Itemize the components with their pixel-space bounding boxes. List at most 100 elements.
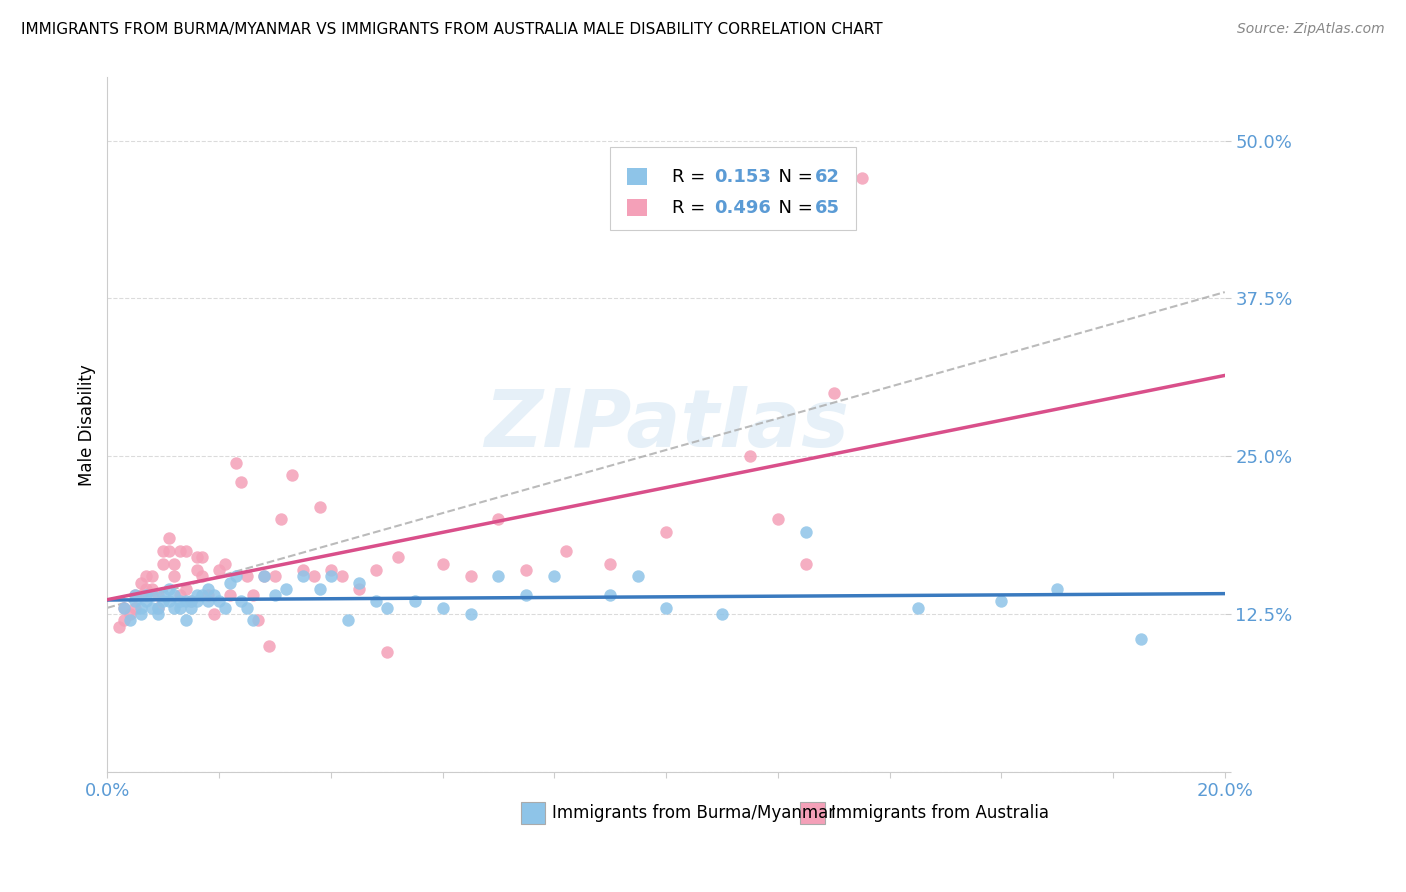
Text: 0.153: 0.153 bbox=[714, 168, 770, 186]
Point bbox=[186, 550, 208, 565]
Point bbox=[387, 550, 409, 565]
Point bbox=[308, 500, 330, 514]
Point bbox=[141, 588, 163, 602]
Point bbox=[186, 594, 208, 608]
Text: IMMIGRANTS FROM BURMA/MYANMAR VS IMMIGRANTS FROM AUSTRALIA MALE DISABILITY CORRE: IMMIGRANTS FROM BURMA/MYANMAR VS IMMIGRA… bbox=[21, 22, 883, 37]
Point bbox=[129, 600, 152, 615]
Point bbox=[364, 563, 387, 577]
Point bbox=[146, 588, 169, 602]
Point bbox=[291, 569, 314, 583]
Text: ZIPatlas: ZIPatlas bbox=[484, 385, 849, 464]
Point bbox=[515, 563, 537, 577]
Point bbox=[186, 588, 208, 602]
Text: Source: ZipAtlas.com: Source: ZipAtlas.com bbox=[1237, 22, 1385, 37]
Point bbox=[281, 468, 304, 483]
Point bbox=[710, 607, 733, 621]
Point bbox=[124, 594, 146, 608]
Point bbox=[851, 171, 873, 186]
Point bbox=[823, 386, 845, 401]
Point bbox=[375, 645, 398, 659]
Point bbox=[191, 588, 214, 602]
Point bbox=[208, 594, 231, 608]
Point bbox=[302, 569, 325, 583]
Point bbox=[152, 557, 174, 571]
Point bbox=[112, 600, 135, 615]
Point bbox=[124, 588, 146, 602]
Point bbox=[319, 563, 342, 577]
Bar bbox=[627, 168, 647, 186]
Point bbox=[655, 524, 678, 539]
Point bbox=[225, 569, 247, 583]
Point bbox=[627, 569, 650, 583]
Point bbox=[191, 569, 214, 583]
Point bbox=[276, 582, 298, 596]
Point bbox=[488, 512, 510, 526]
Point bbox=[219, 588, 242, 602]
Point bbox=[129, 588, 152, 602]
Point bbox=[174, 594, 197, 608]
Point bbox=[308, 582, 330, 596]
Point bbox=[766, 512, 789, 526]
Point bbox=[543, 569, 565, 583]
Point bbox=[135, 594, 157, 608]
Point bbox=[157, 594, 180, 608]
Point bbox=[404, 594, 426, 608]
Point bbox=[794, 524, 817, 539]
Point bbox=[197, 588, 219, 602]
Point bbox=[242, 588, 264, 602]
Point bbox=[655, 600, 678, 615]
Point bbox=[214, 600, 236, 615]
Point bbox=[157, 544, 180, 558]
Point bbox=[488, 569, 510, 583]
Point bbox=[375, 600, 398, 615]
Point bbox=[152, 594, 174, 608]
Point bbox=[146, 600, 169, 615]
Point bbox=[169, 594, 191, 608]
Text: 62: 62 bbox=[814, 168, 839, 186]
Point bbox=[163, 588, 186, 602]
FancyBboxPatch shape bbox=[610, 147, 856, 230]
Bar bbox=[520, 802, 546, 824]
Point bbox=[253, 569, 276, 583]
Text: N =: N = bbox=[766, 199, 818, 217]
Point bbox=[141, 569, 163, 583]
Point bbox=[174, 582, 197, 596]
Point bbox=[330, 569, 353, 583]
Point bbox=[794, 557, 817, 571]
Point bbox=[247, 614, 270, 628]
Point bbox=[231, 594, 253, 608]
Point bbox=[118, 614, 141, 628]
Bar bbox=[800, 802, 825, 824]
Point bbox=[129, 575, 152, 590]
Point bbox=[554, 544, 576, 558]
Point bbox=[214, 557, 236, 571]
Point bbox=[1046, 582, 1069, 596]
Point bbox=[152, 544, 174, 558]
Point bbox=[208, 563, 231, 577]
Point bbox=[141, 600, 163, 615]
Text: Immigrants from Australia: Immigrants from Australia bbox=[831, 804, 1049, 822]
Text: Immigrants from Burma/Myanmar: Immigrants from Burma/Myanmar bbox=[553, 804, 835, 822]
Point bbox=[191, 550, 214, 565]
Point bbox=[336, 614, 359, 628]
Point bbox=[157, 532, 180, 546]
Text: 0.496: 0.496 bbox=[714, 199, 770, 217]
Point bbox=[135, 569, 157, 583]
Point bbox=[163, 569, 186, 583]
Point bbox=[163, 600, 186, 615]
Point bbox=[174, 614, 197, 628]
Point bbox=[432, 557, 454, 571]
Point bbox=[264, 588, 287, 602]
Y-axis label: Male Disability: Male Disability bbox=[79, 364, 96, 485]
Point bbox=[169, 600, 191, 615]
Point bbox=[460, 607, 482, 621]
Point bbox=[347, 575, 370, 590]
Point bbox=[242, 614, 264, 628]
Point bbox=[990, 594, 1012, 608]
Point bbox=[460, 569, 482, 583]
Point bbox=[319, 569, 342, 583]
Point bbox=[347, 582, 370, 596]
Bar bbox=[627, 199, 647, 217]
Point bbox=[291, 563, 314, 577]
Point bbox=[197, 594, 219, 608]
